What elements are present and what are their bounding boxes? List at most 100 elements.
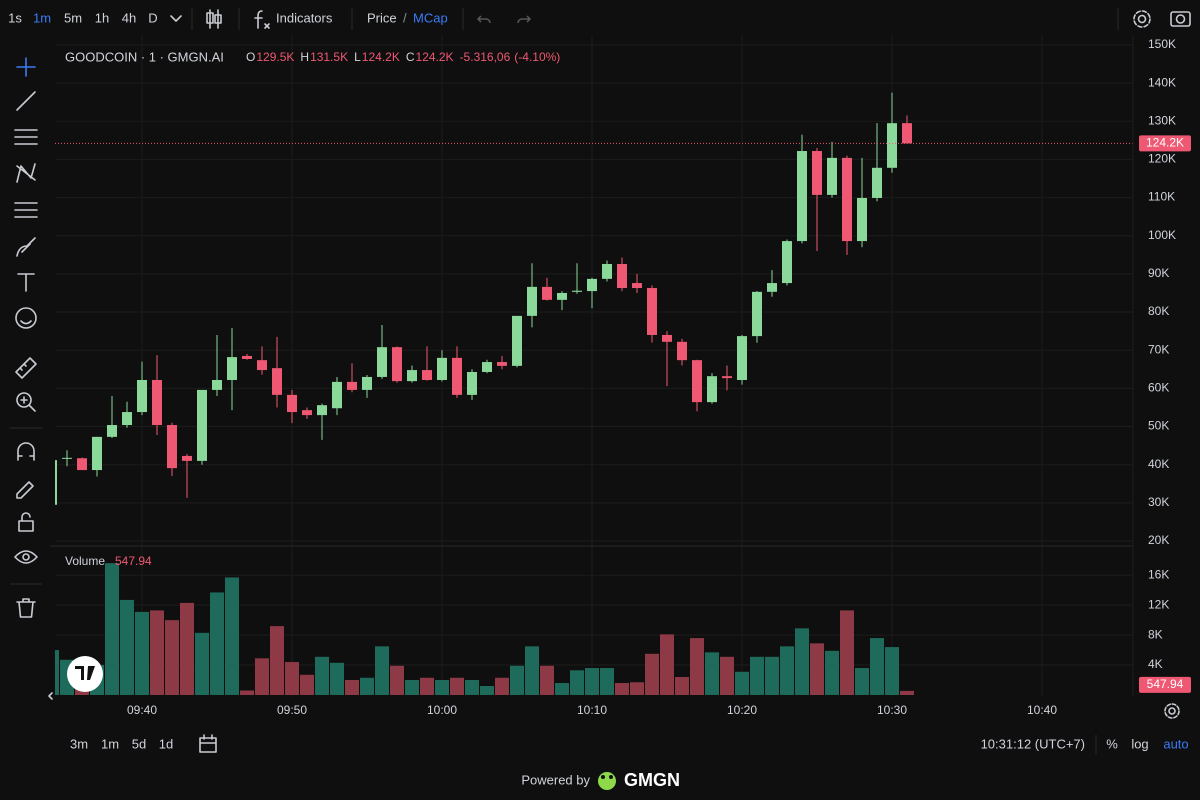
- volume-bar: [585, 668, 599, 695]
- trendline-tool[interactable]: [16, 91, 36, 111]
- range-button[interactable]: 3m: [70, 736, 88, 751]
- undo-button[interactable]: [476, 15, 491, 24]
- volume-bar: [900, 690, 914, 695]
- candle-body: [602, 263, 612, 279]
- candle-body: [722, 376, 732, 379]
- range-button[interactable]: 5d: [132, 736, 146, 751]
- price-toggle[interactable]: Price: [367, 10, 397, 25]
- volume-bar: [435, 680, 449, 695]
- lock-tool[interactable]: [18, 512, 34, 532]
- volume-bar: [765, 656, 779, 695]
- candle-body: [587, 278, 597, 292]
- volume-bar: [675, 677, 689, 695]
- volume-bar: [240, 690, 254, 695]
- chart-type-button[interactable]: [206, 9, 222, 29]
- last-price-box: [1139, 135, 1191, 152]
- fib-tool[interactable]: [14, 129, 38, 145]
- candle-body: [302, 410, 312, 416]
- volume-bar: [810, 643, 824, 695]
- volume-bar: [465, 680, 479, 695]
- volume-bar: [600, 668, 614, 695]
- candle-body: [407, 370, 417, 382]
- y-tick-label: 30K: [1148, 495, 1169, 509]
- volume-bar: [135, 611, 149, 695]
- pattern-tool[interactable]: [16, 163, 36, 183]
- y-tick-label: 16K: [1148, 567, 1169, 581]
- date-range-button[interactable]: [199, 734, 217, 753]
- candle-body: [92, 436, 102, 471]
- settings-button[interactable]: [1133, 10, 1151, 28]
- crosshair-tool[interactable]: [16, 57, 36, 77]
- interval-button[interactable]: 5m: [64, 10, 82, 25]
- mcap-toggle[interactable]: MCap: [413, 10, 448, 25]
- x-tick-label: 10:40: [1027, 703, 1057, 717]
- interval-dropdown[interactable]: [170, 15, 182, 22]
- volume-bar: [525, 646, 539, 695]
- last-volume-box: [1139, 676, 1191, 693]
- brush-tool[interactable]: [16, 237, 36, 257]
- scroll-left[interactable]: [48, 692, 53, 700]
- interval-button[interactable]: 1m: [33, 10, 51, 25]
- y-tick-label: 12K: [1148, 597, 1169, 611]
- candle-body: [782, 241, 792, 284]
- prediction-tool[interactable]: [14, 202, 38, 218]
- interval-button[interactable]: D: [148, 10, 157, 25]
- y-tick-label: 40K: [1148, 457, 1169, 471]
- ohlc-value: 124.2K: [362, 50, 400, 64]
- volume-bar: [165, 620, 179, 695]
- stay-drawing-tool[interactable]: [16, 481, 34, 499]
- candle-body: [527, 286, 537, 316]
- redo-button[interactable]: [517, 15, 532, 24]
- toggle-separator: /: [403, 10, 407, 25]
- indicators-icon[interactable]: [254, 10, 270, 29]
- candle-body: [842, 157, 852, 242]
- percent-toggle[interactable]: %: [1106, 736, 1118, 751]
- measure-tool[interactable]: [15, 357, 37, 379]
- volume-bar: [735, 671, 749, 695]
- ohlc-key: O: [246, 50, 255, 64]
- delete-tool[interactable]: [16, 598, 36, 618]
- candle-body: [392, 347, 402, 382]
- range-button[interactable]: 1m: [101, 736, 119, 751]
- range-button[interactable]: 1d: [159, 736, 173, 751]
- visibility-tool[interactable]: [14, 550, 38, 564]
- last-price-label: 124.2K: [1146, 136, 1184, 150]
- indicators-button[interactable]: Indicators: [276, 10, 333, 25]
- volume-bar: [315, 656, 329, 695]
- candle-body: [557, 292, 567, 300]
- volume-bar: [120, 599, 134, 695]
- candle-body: [347, 381, 357, 390]
- emoji-tool[interactable]: [15, 307, 37, 329]
- text-tool[interactable]: [17, 273, 35, 292]
- log-toggle[interactable]: log: [1131, 736, 1148, 751]
- volume-bar: [750, 656, 764, 695]
- candle-body: [317, 405, 327, 416]
- symbol-title: GOODCOIN · 1 · GMGN.AI: [65, 49, 224, 64]
- x-tick-label: 09:40: [127, 703, 157, 717]
- candle-body: [752, 291, 762, 337]
- time-axis-settings[interactable]: [1164, 703, 1180, 719]
- y-tick-label: 130K: [1148, 113, 1176, 127]
- zoom-tool[interactable]: [16, 392, 36, 412]
- candle-body: [197, 389, 207, 461]
- screenshot-button[interactable]: [1170, 11, 1191, 27]
- y-tick-label: 8K: [1148, 627, 1163, 641]
- volume-bar: [360, 677, 374, 695]
- candle-body: [647, 288, 657, 335]
- candle-body: [62, 457, 72, 459]
- volume-bar: [390, 665, 404, 695]
- interval-button[interactable]: 4h: [122, 10, 136, 25]
- volume-bar: [180, 602, 194, 695]
- candle-body: [887, 123, 897, 168]
- magnet-tool[interactable]: [17, 442, 35, 461]
- candle-body: [272, 368, 282, 395]
- y-tick-label: 150K: [1148, 37, 1176, 51]
- volume-bar: [225, 577, 239, 695]
- candle-body: [617, 263, 627, 289]
- candle-body: [512, 315, 522, 366]
- interval-button[interactable]: 1s: [8, 10, 22, 25]
- auto-toggle[interactable]: auto: [1163, 736, 1188, 751]
- volume-bar: [630, 682, 644, 695]
- interval-button[interactable]: 1h: [95, 10, 109, 25]
- volume-bar: [345, 680, 359, 695]
